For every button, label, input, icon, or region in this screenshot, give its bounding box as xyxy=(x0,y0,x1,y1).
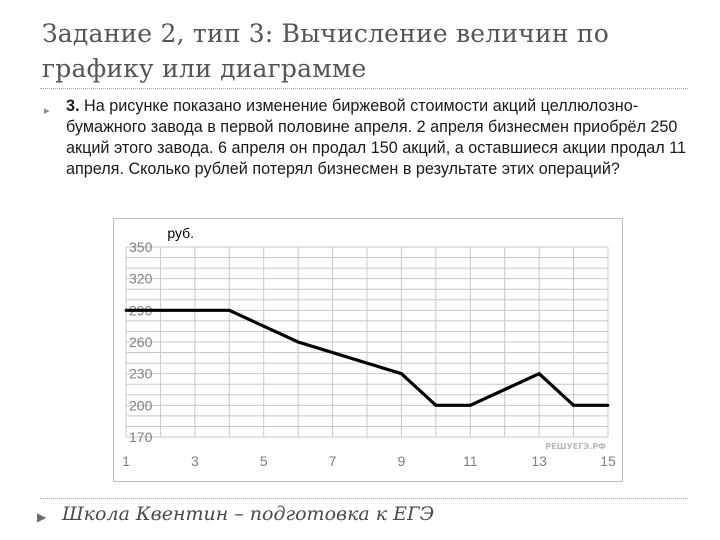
y-tick-label: 170 xyxy=(129,429,153,445)
y-tick-label: 200 xyxy=(129,397,153,413)
watermark: РЕШУЕГЭ.РФ xyxy=(545,442,606,451)
footer-text: Школа Квентин – подготовка к ЕГЭ xyxy=(62,503,435,525)
problem-number: 3. xyxy=(66,97,80,115)
x-tick-label: 1 xyxy=(122,453,130,469)
x-tick-label: 9 xyxy=(398,453,406,469)
x-tick-label: 15 xyxy=(600,453,616,469)
data-point xyxy=(159,308,162,312)
footer-divider xyxy=(40,498,688,499)
y-tick-label: 350 xyxy=(129,239,153,255)
data-point xyxy=(124,308,128,312)
y-axis-label: руб. xyxy=(167,225,194,241)
x-tick-label: 11 xyxy=(463,453,478,469)
data-point xyxy=(503,388,507,391)
x-tick-label: 7 xyxy=(329,453,337,469)
data-point xyxy=(468,403,472,407)
slide-title: Задание 2, тип 3: Вычисление величин по … xyxy=(42,19,609,83)
data-point xyxy=(262,324,266,328)
y-tick-label: 260 xyxy=(129,334,153,350)
data-point xyxy=(572,403,575,407)
bullet-arrow-icon: ▶ xyxy=(37,510,47,524)
problem-text: На рисунке показано изменение биржевой с… xyxy=(66,97,687,178)
data-point xyxy=(227,308,231,312)
data-point xyxy=(400,372,403,376)
bullet-arrow-icon: ▸ xyxy=(44,104,50,117)
problem-statement: 3. На рисунке показано изменение биржево… xyxy=(66,96,696,180)
data-point xyxy=(537,372,541,376)
x-tick-label: 3 xyxy=(191,453,199,469)
title-divider xyxy=(40,88,688,89)
data-point xyxy=(606,403,610,407)
data-point xyxy=(365,361,369,365)
data-point xyxy=(296,340,300,344)
x-tick-label: 13 xyxy=(531,453,547,469)
data-point xyxy=(331,351,334,354)
y-tick-label: 230 xyxy=(129,366,153,382)
line-chart: 170 200 230 260 290 320 350 1 3 5 7 9 11 13 15 руб. РЕШУ… xyxy=(113,218,623,482)
y-tick-label: 320 xyxy=(129,271,153,287)
x-tick-label: 5 xyxy=(260,453,268,469)
data-point xyxy=(434,403,438,407)
data-point xyxy=(193,308,197,312)
